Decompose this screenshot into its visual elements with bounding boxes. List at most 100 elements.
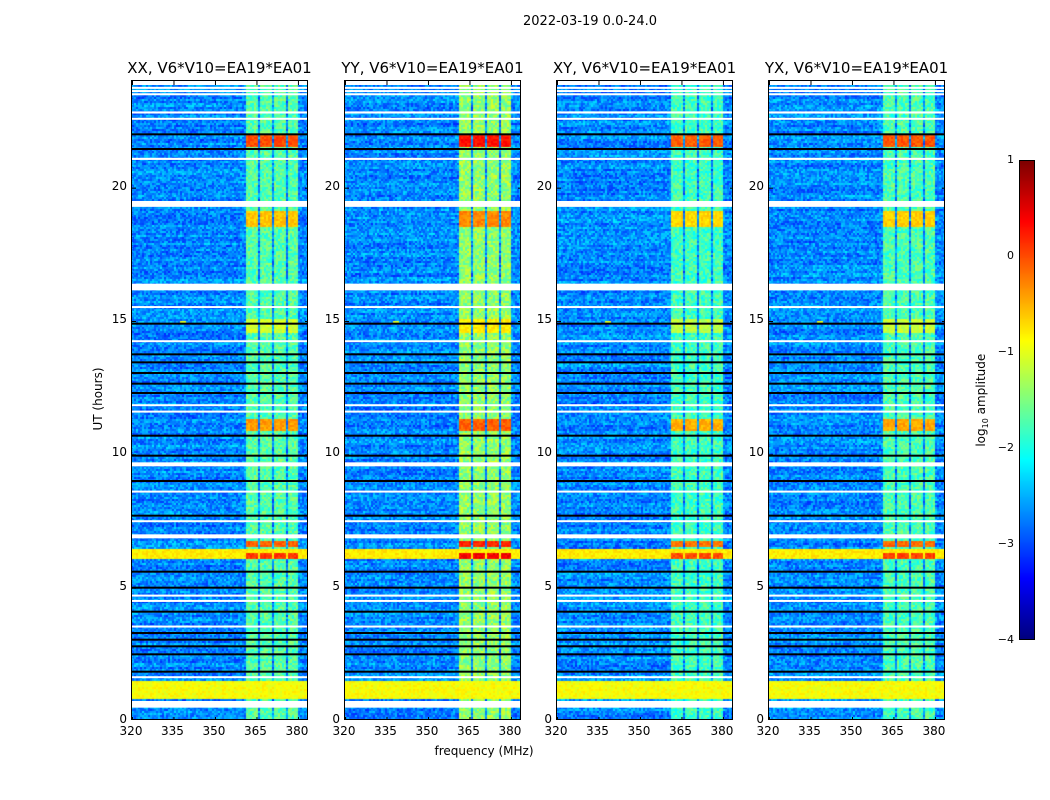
x-tick-label: 350 <box>202 724 226 738</box>
dropout-line <box>769 638 944 641</box>
flagged-band <box>345 534 520 539</box>
flagged-band <box>132 534 307 539</box>
y-tick-label: 0 <box>756 712 764 726</box>
flagged-band <box>769 410 944 413</box>
dropout-line <box>345 610 520 613</box>
flagged-band <box>132 340 307 343</box>
flagged-band <box>769 117 944 120</box>
dropout-line <box>132 610 307 613</box>
flagged-band <box>557 625 732 628</box>
x-tick-mark <box>173 717 175 719</box>
flagged-band <box>132 283 307 291</box>
dropout-line <box>769 392 944 394</box>
dropout-line <box>132 454 307 457</box>
dropout-line <box>132 514 307 517</box>
dropout-line <box>345 638 520 641</box>
flagged-band <box>769 93 944 96</box>
x-tick-label: 365 <box>244 724 267 738</box>
panel-title: XX, V6*V10=EA19*EA01 <box>127 59 312 77</box>
dropout-line <box>557 610 732 613</box>
x-tick-mark <box>345 81 346 85</box>
dropout-line <box>769 372 944 374</box>
flagged-band <box>345 701 520 708</box>
dropout-line <box>557 392 732 394</box>
dropout-line <box>345 133 520 136</box>
dropout-line <box>557 653 732 656</box>
y-tick-mark <box>769 587 773 589</box>
flagged-band <box>557 701 732 708</box>
x-tick-label: 350 <box>415 724 439 738</box>
flagged-band <box>557 81 732 85</box>
dropout-line <box>769 653 944 656</box>
x-tick-mark <box>769 717 770 719</box>
y-tick-mark <box>305 587 307 589</box>
flagged-band <box>132 701 307 708</box>
flagged-band <box>345 676 520 679</box>
dropout-line <box>769 610 944 613</box>
x-tick-label: 365 <box>881 724 904 738</box>
flagged-band <box>557 410 732 413</box>
flagged-band <box>769 306 944 309</box>
y-tick-mark <box>730 587 732 589</box>
y-tick-mark <box>132 587 136 589</box>
dropout-line <box>132 434 307 437</box>
x-tick-label: 380 <box>710 724 734 738</box>
flagged-band <box>132 157 307 160</box>
dropout-line <box>557 353 732 356</box>
flagged-band <box>769 462 944 467</box>
x-tick-mark <box>469 717 471 719</box>
flagged-band <box>345 520 520 523</box>
dropout-line <box>132 570 307 573</box>
flagged-band <box>769 594 944 597</box>
x-tick-label: 320 <box>756 724 780 738</box>
flagged-band <box>769 157 944 160</box>
y-tick-label: 0 <box>119 712 127 726</box>
y-tick-label: 5 <box>119 578 127 593</box>
y-tick-mark <box>518 587 520 589</box>
dropout-line <box>132 480 307 482</box>
flagged-band <box>557 520 732 523</box>
flagged-band <box>769 283 944 291</box>
colorbar-tick-label: −1 <box>997 345 1014 358</box>
dropout-line <box>769 514 944 517</box>
x-tick-mark <box>173 81 175 85</box>
flagged-band <box>769 81 944 85</box>
flagged-band <box>345 90 520 93</box>
x-tick-label: 320 <box>332 724 356 738</box>
x-tick-mark <box>557 81 558 85</box>
y-tick-mark <box>305 321 307 322</box>
y-tick-mark <box>305 454 307 456</box>
dropout-line <box>132 322 307 325</box>
flagged-band <box>769 86 944 89</box>
x-tick-mark <box>297 81 299 85</box>
y-tick-label: 10 <box>324 445 340 460</box>
panel-title: XY, V6*V10=EA19*EA01 <box>552 59 737 77</box>
flagged-band <box>769 599 944 602</box>
y-tick-mark <box>730 321 732 322</box>
x-tick-label: 335 <box>161 724 184 738</box>
dropout-line <box>132 670 307 673</box>
dropout-line <box>345 480 520 482</box>
flagged-band <box>132 520 307 523</box>
flagged-band <box>345 340 520 343</box>
x-tick-mark <box>810 717 812 719</box>
y-tick-mark <box>942 454 944 456</box>
dropout-line <box>769 645 944 648</box>
dropout-line <box>132 382 307 385</box>
x-tick-mark <box>557 717 558 719</box>
flagged-band <box>345 111 520 114</box>
dropout-line <box>557 382 732 385</box>
flagged-band <box>345 117 520 120</box>
y-tick-label: 10 <box>111 445 127 460</box>
dropout-line <box>345 361 520 364</box>
flagged-band <box>345 81 520 85</box>
flagged-band <box>557 90 732 93</box>
y-tick-mark <box>557 321 561 322</box>
y-tick-label: 10 <box>536 445 552 460</box>
x-tick-label: 335 <box>798 724 821 738</box>
flagged-band <box>769 404 944 407</box>
flagged-band <box>345 306 520 309</box>
y-tick-mark <box>518 454 520 456</box>
y-tick-label: 20 <box>536 178 552 193</box>
dropout-line <box>557 322 732 325</box>
